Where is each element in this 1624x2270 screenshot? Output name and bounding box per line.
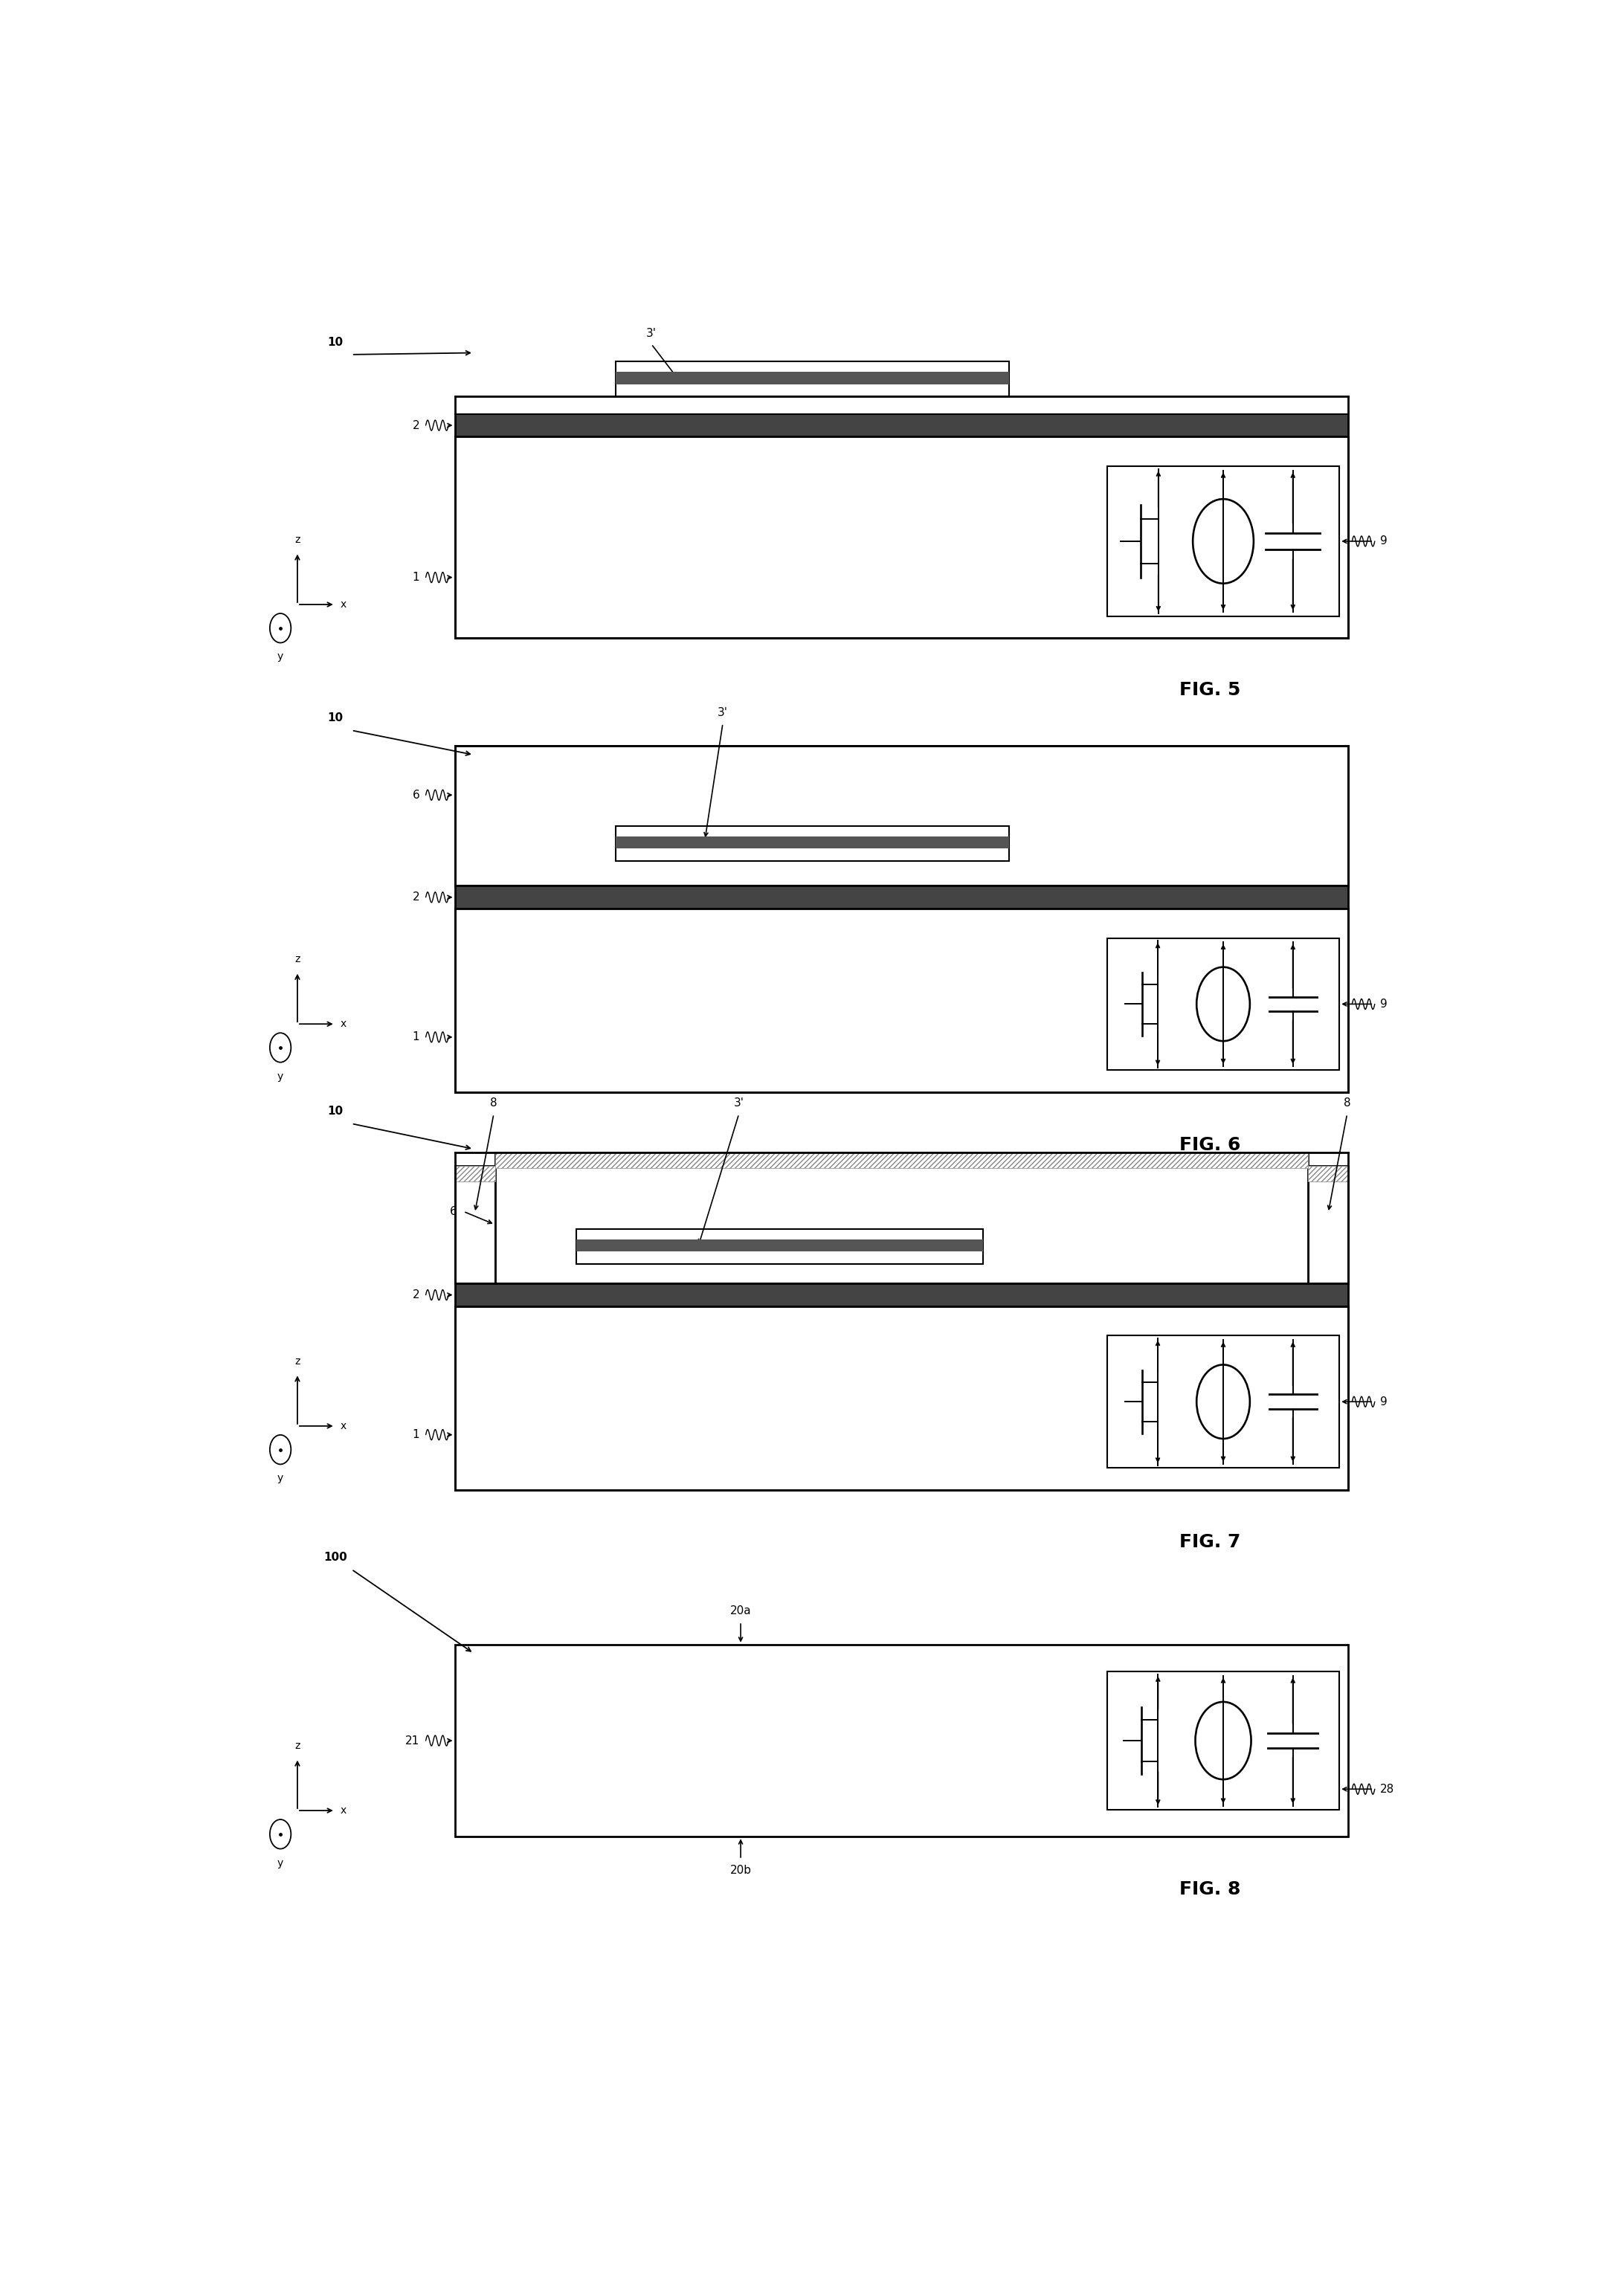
Text: 100: 100 bbox=[323, 1550, 348, 1562]
Bar bbox=[1108, 1671, 1340, 1809]
Text: y: y bbox=[278, 1473, 284, 1485]
Bar bbox=[577, 1228, 983, 1264]
Text: FIG. 6: FIG. 6 bbox=[1179, 1135, 1241, 1153]
Text: y: y bbox=[278, 1857, 284, 1868]
Bar bbox=[615, 372, 1009, 384]
Text: x: x bbox=[339, 1019, 346, 1028]
Bar bbox=[615, 826, 1009, 860]
Text: 9: 9 bbox=[1380, 999, 1387, 1010]
Text: 3': 3' bbox=[734, 1099, 744, 1108]
Bar bbox=[455, 1165, 495, 1180]
Text: z: z bbox=[294, 1355, 300, 1367]
Bar bbox=[455, 436, 1348, 638]
Text: x: x bbox=[339, 599, 346, 611]
Text: 10: 10 bbox=[328, 336, 343, 347]
Text: 20a: 20a bbox=[731, 1605, 752, 1616]
Text: FIG. 8: FIG. 8 bbox=[1179, 1880, 1241, 1898]
Bar bbox=[577, 1239, 983, 1251]
Text: 1: 1 bbox=[412, 1031, 419, 1042]
Bar bbox=[455, 1305, 1348, 1489]
Bar bbox=[1108, 938, 1340, 1069]
Bar bbox=[455, 747, 1348, 885]
Text: 3': 3' bbox=[646, 327, 656, 338]
Text: 2: 2 bbox=[412, 892, 419, 903]
Text: 2: 2 bbox=[412, 1289, 419, 1301]
Text: 10: 10 bbox=[328, 1105, 343, 1117]
Text: 6: 6 bbox=[412, 790, 419, 801]
Text: y: y bbox=[278, 1071, 284, 1081]
Bar bbox=[615, 835, 1009, 849]
Text: 10: 10 bbox=[328, 713, 343, 724]
Bar bbox=[495, 1153, 1307, 1169]
Bar bbox=[455, 1283, 1348, 1305]
Text: 20b: 20b bbox=[729, 1864, 752, 1875]
Bar bbox=[455, 413, 1348, 436]
Text: x: x bbox=[339, 1805, 346, 1816]
Bar bbox=[455, 1165, 495, 1283]
Text: 21: 21 bbox=[404, 1734, 419, 1746]
Text: 2: 2 bbox=[412, 420, 419, 431]
Text: 9: 9 bbox=[1380, 1396, 1387, 1407]
Text: z: z bbox=[294, 953, 300, 965]
Bar bbox=[615, 361, 1009, 397]
Text: 1: 1 bbox=[412, 572, 419, 583]
Text: z: z bbox=[294, 536, 300, 545]
Text: x: x bbox=[339, 1421, 346, 1430]
Bar bbox=[1108, 1335, 1340, 1469]
Bar bbox=[1307, 1165, 1348, 1283]
Text: 9: 9 bbox=[1380, 536, 1387, 547]
Bar bbox=[455, 1643, 1348, 1836]
Text: 6: 6 bbox=[450, 1205, 458, 1217]
Text: 3': 3' bbox=[718, 706, 728, 717]
Bar bbox=[1307, 1165, 1348, 1180]
Text: z: z bbox=[294, 1741, 300, 1750]
Bar bbox=[455, 397, 1348, 413]
Text: 1: 1 bbox=[412, 1430, 419, 1441]
Text: 28: 28 bbox=[1380, 1784, 1393, 1796]
Text: y: y bbox=[278, 651, 284, 663]
Bar bbox=[495, 1153, 1307, 1283]
Bar bbox=[455, 908, 1348, 1092]
Text: FIG. 7: FIG. 7 bbox=[1179, 1535, 1241, 1550]
Bar bbox=[455, 885, 1348, 908]
Text: FIG. 5: FIG. 5 bbox=[1179, 681, 1241, 699]
Text: 8: 8 bbox=[490, 1099, 497, 1108]
Text: 8: 8 bbox=[1343, 1099, 1351, 1108]
Bar bbox=[1108, 465, 1340, 617]
